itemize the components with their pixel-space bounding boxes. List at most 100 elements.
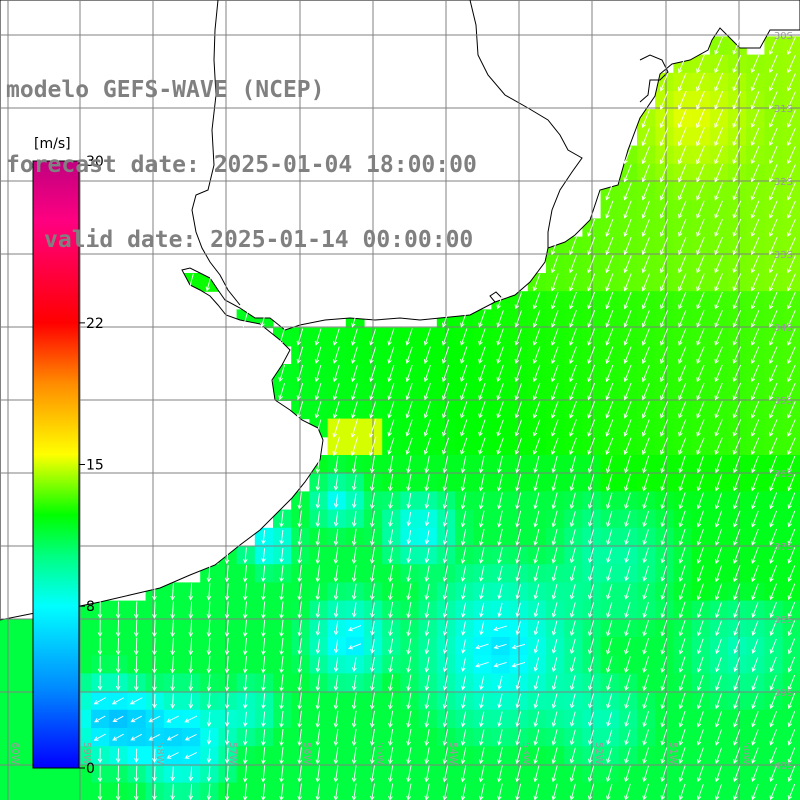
wind-arrow: [533, 474, 540, 492]
wind-arrow: [297, 528, 303, 546]
wind-arrow: [261, 711, 266, 728]
wind-arrow: [769, 583, 777, 601]
wind-arrow: [678, 437, 687, 455]
wind-arrow: [352, 602, 357, 618]
wind-arrow: [532, 382, 541, 401]
wind-arrow: [533, 711, 540, 728]
wind-arrow: [696, 692, 704, 710]
wind-arrow: [588, 565, 594, 582]
wind-arrow: [279, 510, 284, 528]
wind-arrow: [768, 182, 778, 201]
wind-arrow: [642, 692, 649, 710]
wind-arrow: [129, 697, 143, 705]
wind-arrow: [351, 710, 357, 728]
wind-arrow: [696, 783, 704, 801]
wind-arrow: [350, 436, 359, 457]
wind-arrow: [697, 674, 704, 691]
wind-arrow: [242, 656, 248, 674]
wind-arrow: [696, 164, 705, 183]
wind-arrow: [605, 382, 614, 401]
wind-arrow: [551, 492, 558, 510]
wind-arrow: [641, 364, 650, 383]
wind-arrow: [187, 273, 194, 292]
wind-arrow: [570, 693, 576, 709]
wind-arrow: [714, 54, 724, 74]
wind-arrow: [750, 91, 760, 110]
wind-arrow: [678, 364, 687, 383]
wind-arrow: [569, 382, 577, 401]
wind-arrow: [569, 255, 577, 274]
wind-arrow: [624, 729, 631, 746]
wind-arrow: [587, 382, 596, 401]
wind-arrow: [606, 529, 613, 546]
wind-arrow: [533, 657, 540, 672]
wind-arrow: [659, 273, 669, 292]
wind-arrow: [732, 54, 742, 74]
wind-arrow: [696, 473, 704, 492]
wind-arrow: [224, 637, 230, 656]
wind-arrow: [388, 473, 394, 492]
wind-arrow: [787, 583, 796, 601]
wind-arrow: [714, 492, 723, 510]
wind-arrow: [659, 218, 669, 237]
wind-arrow: [769, 474, 778, 492]
wind-arrow: [405, 401, 413, 419]
wind-arrow: [606, 620, 613, 637]
field-cell: [36, 782, 56, 802]
wind-arrow: [297, 747, 302, 765]
wind-arrow: [460, 419, 468, 437]
wind-arrow: [660, 601, 668, 619]
wind-arrow: [569, 492, 576, 510]
field-cell: [72, 782, 92, 802]
wind-arrow: [441, 310, 450, 328]
wind-arrow: [224, 693, 230, 709]
wind-arrow: [750, 54, 760, 74]
wind-arrow: [750, 273, 760, 292]
wind-arrow: [569, 291, 577, 310]
wind-arrow: [496, 346, 504, 364]
wind-arrow: [588, 656, 595, 673]
wind-arrow: [188, 766, 194, 782]
wind-arrow: [496, 364, 504, 383]
wind-arrow: [350, 418, 359, 438]
wind-arrow: [442, 583, 448, 600]
wind-arrow: [787, 747, 796, 764]
wind-arrow: [297, 728, 302, 747]
wind-arrow: [424, 711, 430, 728]
wind-arrow: [697, 638, 704, 655]
wind-arrow: [351, 692, 357, 710]
wind-arrow: [388, 728, 394, 747]
wind-arrow: [678, 638, 686, 655]
field-cell: [54, 764, 74, 784]
wind-arrow: [678, 419, 687, 437]
wind-arrow: [569, 656, 576, 673]
wind-arrow: [532, 346, 541, 364]
wind-arrow: [279, 692, 284, 710]
wind-arrow: [769, 510, 778, 528]
wind-arrow: [388, 455, 394, 474]
wind-arrow: [515, 528, 522, 546]
wind-arrow: [678, 164, 687, 183]
wind-arrow: [206, 711, 212, 727]
wind-arrow: [623, 164, 632, 183]
wind-arrow: [442, 455, 449, 474]
wind-arrow: [442, 474, 449, 492]
wind-arrow: [205, 273, 213, 292]
wind-arrow: [642, 510, 649, 528]
wind-arrow: [315, 674, 321, 692]
wind-arrow: [424, 455, 430, 474]
wind-arrow: [733, 528, 741, 546]
wind-arrow: [678, 328, 687, 346]
lat-label: 40S: [774, 761, 793, 772]
wind-arrow: [732, 218, 742, 237]
wind-arrow: [769, 528, 778, 546]
field-cell: [0, 637, 19, 656]
wind-arrow: [296, 328, 304, 346]
wind-arrow: [170, 619, 175, 638]
wind-arrow: [714, 473, 723, 492]
wind-arrow: [641, 182, 650, 201]
wind-arrow: [242, 747, 248, 765]
wind-arrow: [787, 382, 796, 401]
wind-arrow: [315, 528, 321, 546]
wind-arrow: [387, 346, 395, 364]
